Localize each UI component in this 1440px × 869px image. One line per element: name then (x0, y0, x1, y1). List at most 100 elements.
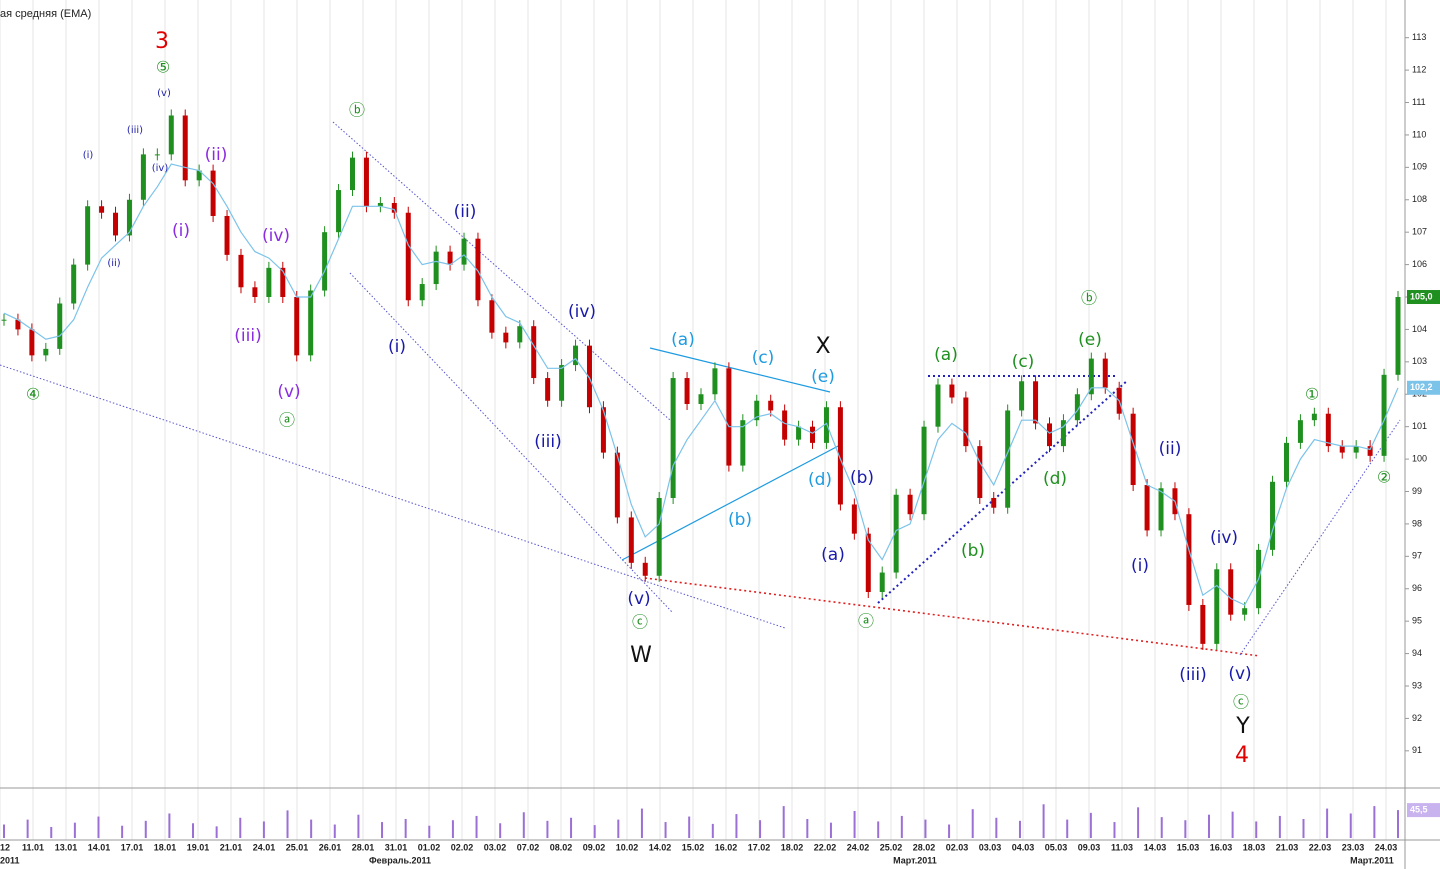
wave-label: (ii) (454, 202, 477, 222)
wave-label: ⓑ (349, 101, 365, 120)
x-tick-label: 03.03 (979, 842, 1002, 852)
volume-bar (971, 809, 974, 838)
y-tick-label: 92 (1412, 713, 1422, 723)
x-month-label: 2011 (0, 855, 20, 865)
wave-label: ④ (26, 385, 40, 404)
volume-bar (1302, 818, 1305, 838)
y-tick-label: 106 (1412, 259, 1427, 269)
wave-label: (iv) (1210, 528, 1238, 548)
volume-bar (877, 821, 880, 838)
volume-bar (381, 822, 384, 838)
candle (1339, 446, 1345, 453)
x-tick-label: 17.02 (748, 842, 771, 852)
wave-label: (c) (1012, 352, 1035, 372)
grid (0, 0, 1387, 840)
volume-bar (782, 806, 785, 838)
candle (1381, 374, 1387, 456)
volume-bar (688, 816, 691, 838)
candle (266, 267, 272, 298)
x-tick-label: 25.01 (286, 842, 309, 852)
y-tick-label: 91 (1412, 745, 1422, 755)
candle (614, 452, 620, 518)
wave-label: ⓒ (1233, 693, 1249, 712)
x-tick-label: 09.03 (1078, 842, 1101, 852)
candle (1200, 604, 1206, 644)
candle (1367, 446, 1373, 456)
volume-bar (215, 826, 218, 838)
candle (1019, 381, 1025, 411)
last-value-box (1407, 290, 1440, 305)
volume-bar (404, 818, 407, 838)
volume-bar (192, 823, 195, 838)
trend-line (644, 577, 1261, 657)
candle (363, 157, 369, 207)
candle (1242, 608, 1248, 615)
candle (71, 264, 77, 304)
y-tick-label: 104 (1412, 324, 1427, 334)
candle (196, 170, 202, 181)
trend-line (0, 364, 786, 629)
candle (154, 154, 160, 156)
wave-label: ① (1305, 385, 1319, 404)
volume-bar (759, 820, 762, 838)
wave-label: (b) (961, 541, 985, 561)
x-tick-label: 05.03 (1045, 842, 1068, 852)
candle (684, 378, 690, 404)
wave-label: (v) (1228, 664, 1251, 684)
y-tick-label: 109 (1412, 162, 1427, 172)
candle (113, 212, 119, 236)
candle (489, 300, 495, 333)
candle (503, 332, 509, 343)
wave-label: ⓒ (632, 613, 648, 632)
last-value-label: 45,5 (1410, 804, 1428, 814)
candle (182, 115, 188, 181)
x-tick-label: 08.02 (550, 842, 573, 852)
x-tick-label: 17.01 (121, 842, 144, 852)
volume-bar (428, 825, 431, 838)
volume-bar (1113, 822, 1116, 838)
candle (810, 426, 816, 443)
y-tick-label: 111 (1412, 97, 1426, 107)
volume-bar (593, 825, 596, 838)
volume-bar (50, 826, 53, 838)
wave-label: (iii) (234, 326, 261, 346)
candle (377, 203, 383, 207)
x-tick-label: 28.02 (913, 842, 936, 852)
volume-bar (310, 819, 313, 838)
candle (935, 384, 941, 427)
x-tick-label: 02.03 (946, 842, 969, 852)
y-tick-label: 97 (1412, 551, 1422, 561)
volume-bar (357, 814, 360, 838)
candle (126, 199, 132, 236)
y-tick-label: 101 (1412, 421, 1427, 431)
x-month-label: Март.2011 (893, 855, 937, 865)
volume-bar (570, 817, 573, 838)
candle (712, 368, 718, 395)
volume-bar (924, 819, 927, 838)
volume-bar (664, 822, 667, 838)
volume-bar (1207, 814, 1210, 838)
candle (837, 407, 843, 505)
wave-label: (c) (752, 348, 775, 368)
candle (1186, 514, 1192, 605)
x-tick-label: 09.02 (583, 842, 606, 852)
candle (517, 326, 523, 343)
candle (1144, 485, 1150, 531)
x-tick-label: 15.03 (1177, 842, 1200, 852)
x-tick-label: 01.02 (418, 842, 441, 852)
candle (447, 251, 453, 265)
x-tick-label: 14.02 (649, 842, 672, 852)
volume-bar (1018, 820, 1021, 838)
plot (1, 109, 1401, 838)
wave-label: (a) (671, 330, 695, 350)
x-tick-label: 22.02 (814, 842, 837, 852)
volume-bar (853, 811, 856, 838)
y-tick-label: 98 (1412, 518, 1422, 528)
x-tick-label: 18.02 (781, 842, 804, 852)
volume-bar (286, 810, 289, 838)
volume-bar (617, 819, 620, 838)
candle (1353, 446, 1359, 453)
x-tick-label: 16.02 (715, 842, 738, 852)
candle (1297, 420, 1303, 443)
wave-label: ⑤ (156, 58, 170, 77)
